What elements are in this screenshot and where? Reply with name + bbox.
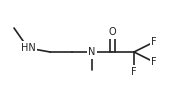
Text: N: N: [88, 47, 96, 57]
Text: F: F: [151, 37, 157, 47]
Text: HN: HN: [21, 43, 35, 53]
Text: F: F: [131, 67, 137, 77]
Text: O: O: [108, 27, 116, 37]
Text: F: F: [151, 57, 157, 67]
